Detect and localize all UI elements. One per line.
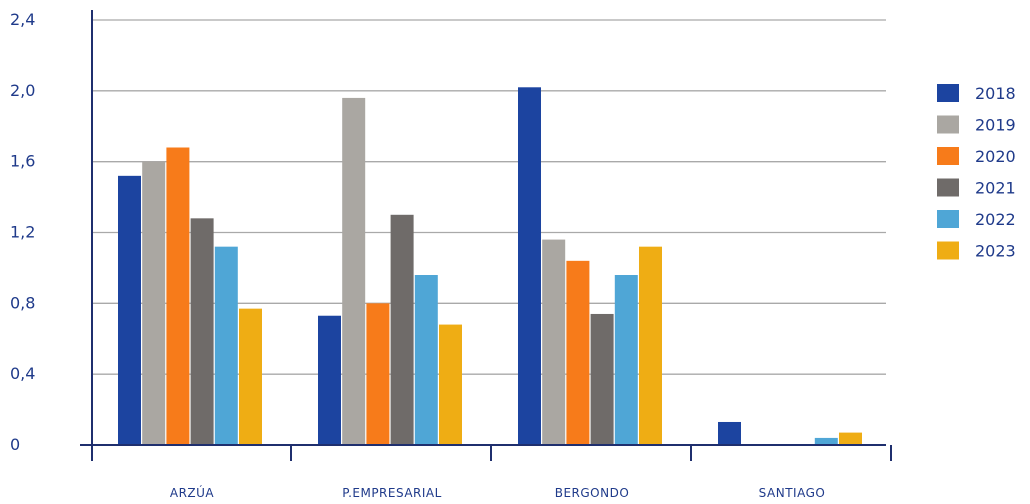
legend-swatch (937, 210, 959, 228)
x-category-label: BERGONDO (555, 486, 630, 500)
bar (318, 315, 341, 445)
legend-label: 2022 (975, 210, 1016, 229)
y-tick-label: 0,8 (10, 293, 35, 312)
y-tick-label: 1,2 (10, 223, 35, 242)
bar (566, 260, 590, 445)
y-tick-labels: 0 0,4 0,8 1,2 1,6 2,0 2,4 (10, 10, 35, 454)
y-tick-label: 0 (10, 435, 20, 454)
bar (518, 87, 541, 446)
bar (814, 437, 838, 445)
bar (118, 175, 141, 446)
bar (542, 239, 566, 445)
legend: 2018 2019 2020 2021 2022 2023 (937, 84, 1016, 261)
y-tick-label: 0,4 (10, 364, 35, 383)
x-category-label: SANTIAGO (759, 486, 826, 500)
bar (718, 421, 741, 445)
x-category-labels: ARZÚA P.EMPRESARIAL BERGONDO SANTIAGO (170, 485, 825, 500)
legend-swatch (937, 147, 959, 165)
y-tick-label: 2,4 (10, 10, 35, 29)
bar (239, 308, 262, 445)
bar (439, 324, 462, 445)
y-tick-label: 2,0 (10, 81, 35, 100)
legend-label: 2018 (975, 84, 1016, 103)
legend-label: 2023 (975, 242, 1016, 261)
bar (366, 303, 390, 445)
bar (190, 218, 214, 445)
bar (639, 246, 662, 445)
legend-swatch (937, 241, 959, 260)
bar (166, 147, 190, 445)
bar (342, 97, 366, 446)
bar (839, 432, 862, 445)
legend-swatch (937, 115, 959, 134)
bar (590, 313, 614, 445)
bars (118, 87, 862, 446)
legend-label: 2021 (975, 179, 1016, 198)
legend-swatch (937, 84, 959, 102)
x-category-label: P.EMPRESARIAL (342, 486, 442, 500)
bar (214, 246, 238, 445)
bar (142, 161, 166, 445)
legend-label: 2019 (975, 116, 1016, 135)
y-tick-label: 1,6 (10, 152, 35, 171)
axes (80, 10, 892, 461)
bar (390, 214, 414, 445)
bar (614, 275, 638, 445)
legend-label: 2020 (975, 147, 1016, 166)
bar (414, 275, 438, 445)
x-category-label: ARZÚA (170, 485, 215, 500)
legend-swatch (937, 178, 959, 197)
